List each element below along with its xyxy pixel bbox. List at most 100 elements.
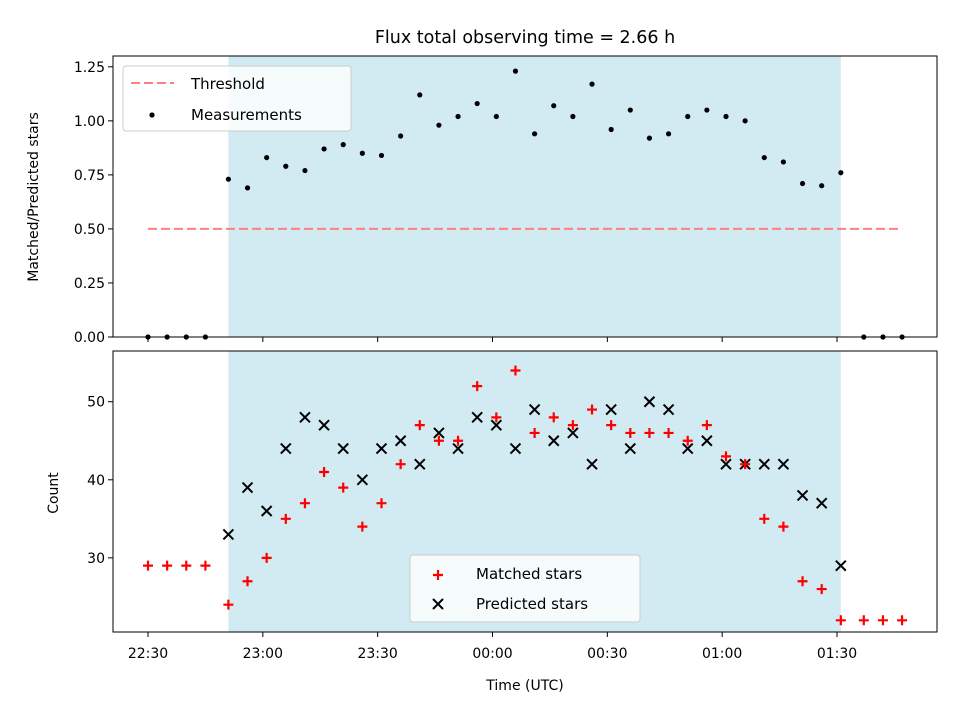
predicted-star-point (433, 427, 445, 439)
measurement-point (589, 81, 595, 87)
predicted-star-point (222, 528, 235, 541)
matched-star-point (835, 615, 846, 626)
top-y-tick-label: 1.00 (74, 114, 105, 130)
measurement-point (665, 131, 672, 137)
legend-matched-label: Matched stars (476, 565, 582, 583)
legend-predicted-label: Predicted stars (476, 595, 588, 613)
measurement-point (244, 185, 251, 191)
matched-star-point (529, 427, 540, 438)
matched-star-point (472, 381, 483, 392)
top-y-tick-label: 0.75 (74, 168, 105, 184)
matched-star-point (877, 615, 888, 626)
predicted-star-point (414, 458, 426, 470)
measurement-point (685, 113, 691, 120)
matched-star-point (548, 412, 559, 423)
predicted-star-point (605, 403, 617, 416)
measurement-point (359, 150, 365, 156)
top-y-tick-label: 1.25 (74, 60, 105, 76)
legend-threshold-label: Threshold (190, 75, 265, 93)
matched-star-point (453, 435, 464, 446)
legend-matched-swatch (433, 570, 443, 580)
bottom-axes-frame (112, 350, 938, 633)
predicted-star-point (777, 458, 790, 470)
predicted-star-point (241, 481, 254, 494)
matched-star-point (682, 435, 693, 446)
measurement-point (532, 131, 538, 137)
matched-star-point (280, 513, 291, 524)
measurement-point (493, 113, 499, 120)
top-legend: Threshold Measurements (122, 65, 352, 132)
top-legend-box (122, 65, 352, 132)
matched-star-point (395, 459, 406, 470)
predicted-star-point (528, 403, 541, 416)
matched-star-point (858, 615, 869, 626)
measurement-point (799, 180, 806, 187)
matched-star-point (143, 560, 153, 571)
measurement-point (417, 92, 423, 98)
predicted-star-point (720, 458, 732, 470)
bottom-panel: 30 40 50 22:30 23:00 23:30 00:00 00:30 01:00 01:3… (87, 350, 938, 662)
matched-star-point (261, 552, 272, 563)
matched-star-point (816, 584, 827, 595)
predicted-star-point (682, 442, 694, 455)
top-y-axis-label: Matched/Predicted stars (26, 112, 42, 282)
measurement-point (474, 100, 480, 107)
predicted-star-point (394, 435, 407, 447)
matched-star-point (606, 420, 617, 431)
bottom-legend-box (409, 554, 641, 623)
matched-star-point (357, 521, 368, 532)
predicted-star-point (701, 435, 713, 447)
measurement-point (551, 103, 557, 109)
measurement-point (436, 122, 442, 128)
predicted-star-point (624, 442, 637, 455)
predicted-star-point (318, 419, 330, 431)
matched-star-point (644, 427, 655, 438)
measurement-point (780, 159, 787, 165)
predicted-star-point (490, 419, 503, 431)
bottom-y-tick-label: 50 (87, 395, 105, 411)
predicted-star-point (643, 396, 656, 408)
matched-star-point (491, 412, 502, 423)
matched-star-point (414, 420, 425, 431)
matched-star-point (510, 365, 521, 376)
matched-star-point (162, 560, 173, 571)
measurement-point (264, 154, 270, 161)
matched-star-point (778, 521, 789, 532)
measurement-point (627, 107, 633, 113)
matched-star-point (701, 420, 712, 431)
matched-star-point (242, 576, 253, 587)
measurement-point (302, 167, 308, 174)
matched-star-point (376, 498, 387, 509)
matched-star-point (223, 599, 234, 610)
matched-star-point (433, 435, 444, 446)
measurement-point (340, 142, 346, 148)
x-tick-label: 22:30 (128, 646, 168, 662)
predicted-star-point (356, 474, 369, 486)
x-tick-label: 01:00 (702, 646, 742, 662)
matched-star-point (625, 427, 636, 438)
measurement-point (455, 113, 461, 120)
legend-predicted-swatch (432, 598, 444, 610)
predicted-star-point (758, 458, 770, 470)
predicted-star-point (471, 411, 483, 424)
bottom-legend: Matched stars Predicted stars (409, 554, 641, 623)
matched-star-point (319, 466, 330, 477)
bottom-y-tick-label: 40 (87, 473, 105, 489)
bottom-y-tick-label: 30 (87, 551, 105, 567)
matched-star-point (759, 513, 770, 524)
predicted-star-point (299, 411, 311, 424)
measurement-point (819, 183, 825, 189)
matched-star-point (299, 498, 310, 509)
top-panel: 0.00 0.25 0.50 0.75 1.00 1.25 Threshold Measure… (74, 55, 938, 346)
legend-measurement-swatch (149, 112, 155, 118)
top-y-tick-label: 0.25 (74, 276, 105, 292)
measurement-point (378, 152, 385, 159)
matched-star-point (663, 427, 674, 438)
x-tick-label: 23:30 (357, 646, 397, 662)
predicted-star-point (796, 489, 809, 502)
measurement-point (646, 135, 653, 141)
predicted-star-point (586, 458, 598, 470)
predicted-star-point (375, 442, 388, 455)
predicted-star-point (567, 427, 579, 439)
